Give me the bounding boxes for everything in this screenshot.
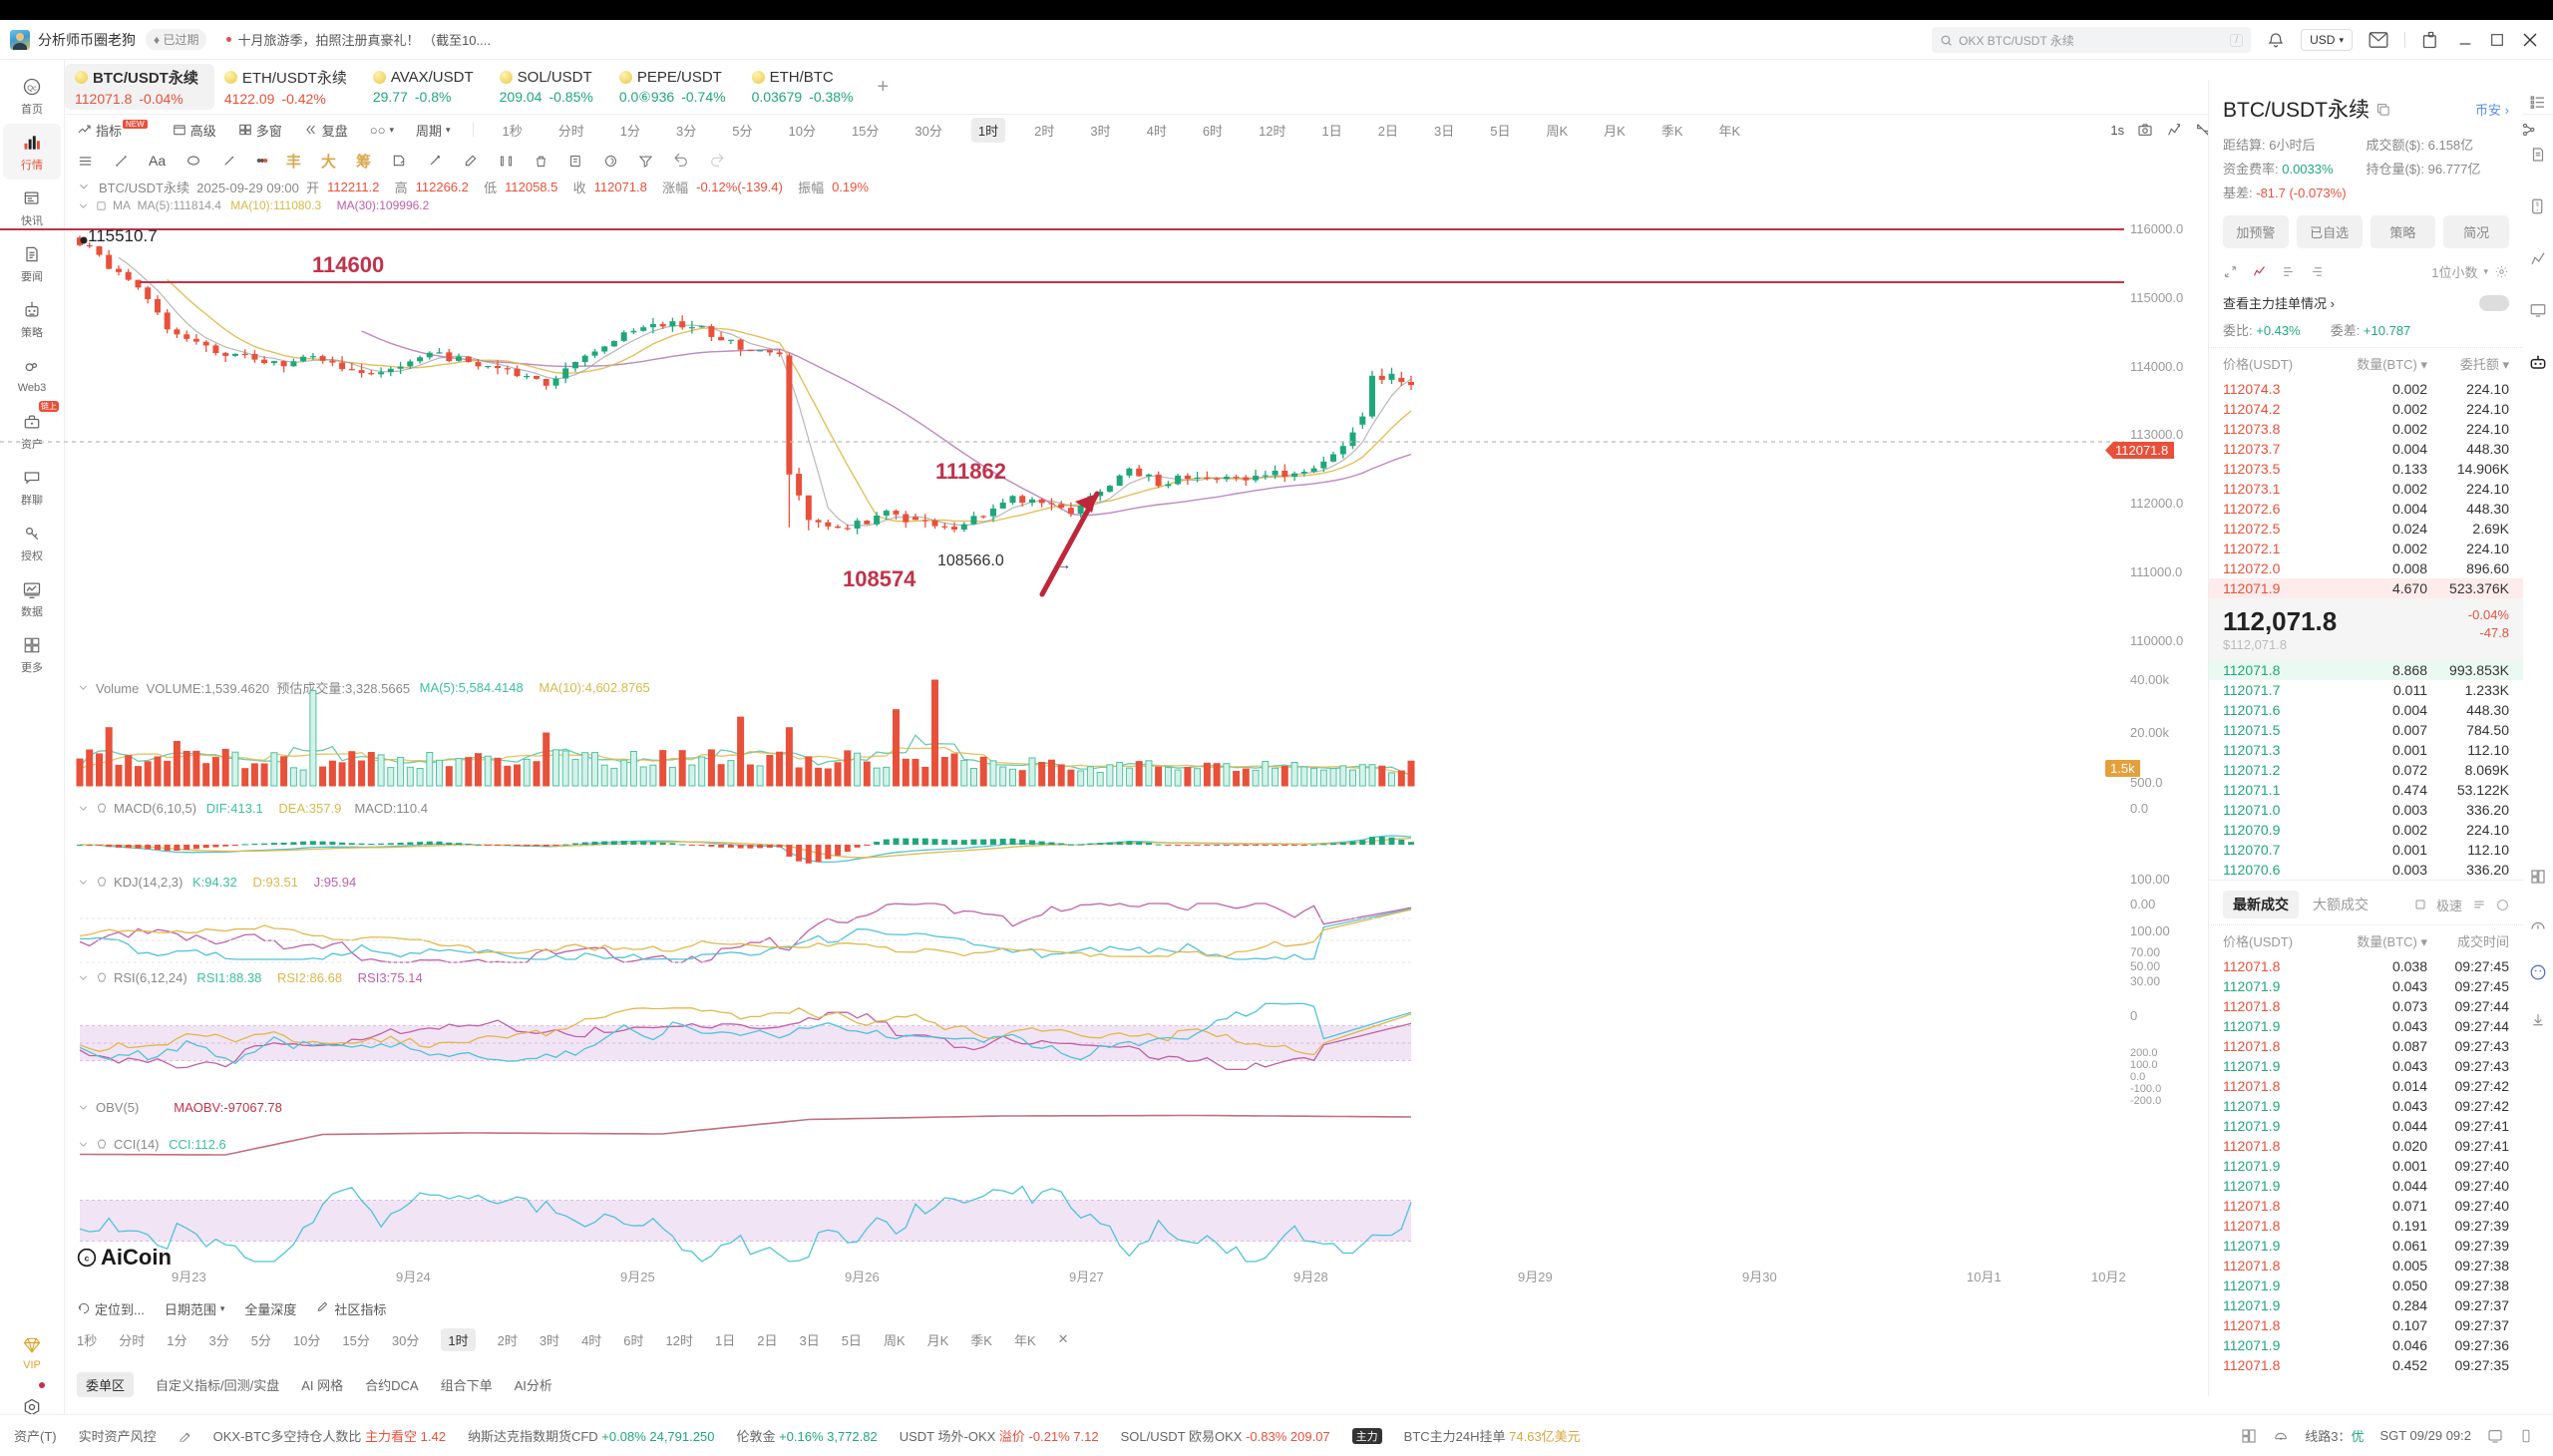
- svg-text:c: c: [85, 1253, 90, 1263]
- svg-text:$: $: [2536, 201, 2539, 207]
